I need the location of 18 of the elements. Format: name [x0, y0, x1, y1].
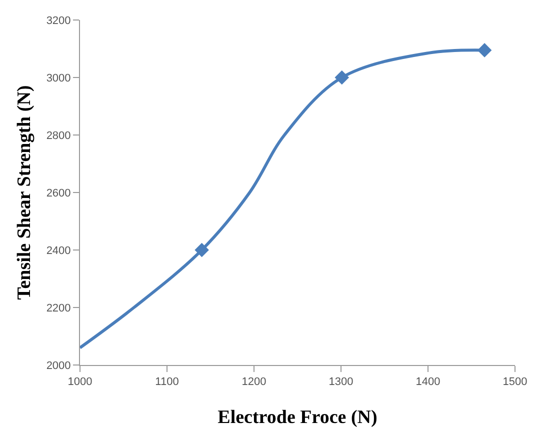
y-tick-label: 2000	[46, 360, 71, 372]
x-tick-label: 1200	[242, 376, 266, 388]
y-tick-label: 2800	[46, 130, 71, 142]
x-tick-label: 1000	[68, 376, 92, 388]
x-tick-label: 1300	[328, 376, 354, 388]
y-tick-label: 2600	[46, 187, 71, 200]
y-tick-label: 3200	[46, 14, 71, 27]
x-tick-label: 1400	[416, 376, 440, 388]
point	[477, 43, 492, 58]
y-axis-title: Tensile Shear Strength (N)	[14, 85, 36, 300]
y-tick-label: 2200	[46, 302, 71, 314]
y-tick-label: 2400	[46, 244, 71, 257]
point	[334, 70, 350, 85]
y-tick-label: 3000	[46, 72, 71, 84]
x-tick-label: 1500	[502, 376, 528, 388]
x-axis-title: Electrode Froce (N)	[218, 407, 378, 428]
point	[194, 242, 209, 258]
x-tick-label: 1100	[155, 376, 179, 388]
